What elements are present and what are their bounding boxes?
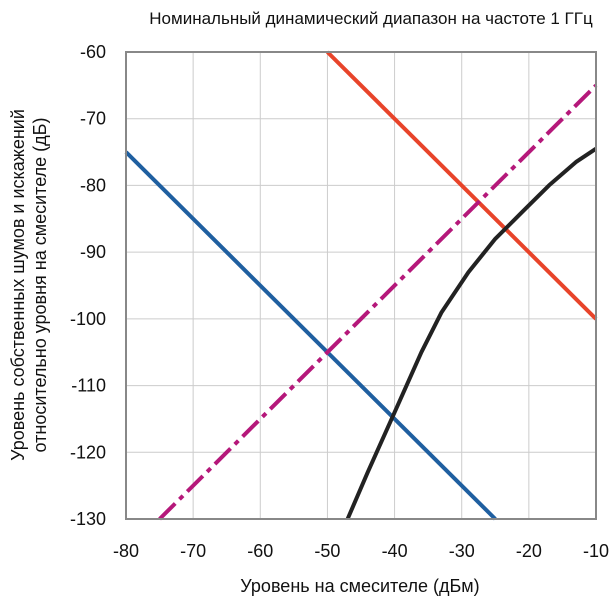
x-tick-label: -70 [180,541,206,561]
chart-title: Номинальный динамический диапазон на час… [149,9,593,28]
y-tick-label: -130 [70,509,106,529]
x-tick-label: -10 [583,541,609,561]
y-axis-label-line-2: относительно уровня на смесителе (дБ) [30,118,50,453]
series-line-1 [124,150,497,521]
series-line-3 [158,83,598,521]
y-tick-label: -90 [80,242,106,262]
series-line-2 [325,50,598,321]
x-axis-label: Уровень на смесителе (дБм) [240,576,479,596]
series-lines [124,50,598,521]
grid-lines [125,51,597,520]
plot-frame [125,51,597,520]
x-tick-labels: -80 -70 -60 -50 -40 -30 -20 -10 [113,541,609,561]
y-tick-labels: -60 -70 -80 -90 -100 -110 -120 -130 [70,42,106,529]
y-axis-label: Уровень собственных шумов и искажений от… [8,109,50,461]
series-line-4 [345,147,598,520]
x-tick-label: -40 [382,541,408,561]
x-tick-label: -30 [449,541,475,561]
y-tick-label: -80 [80,175,106,195]
x-tick-label: -80 [113,541,139,561]
y-tick-label: -70 [80,109,106,129]
y-axis-label-line-1: Уровень собственных шумов и искажений [8,109,28,461]
x-tick-label: -50 [314,541,340,561]
x-tick-label: -20 [516,541,542,561]
y-tick-label: -60 [80,42,106,62]
x-tick-label: -60 [247,541,273,561]
y-tick-label: -120 [70,442,106,462]
y-tick-label: -100 [70,309,106,329]
y-tick-label: -110 [71,376,106,396]
